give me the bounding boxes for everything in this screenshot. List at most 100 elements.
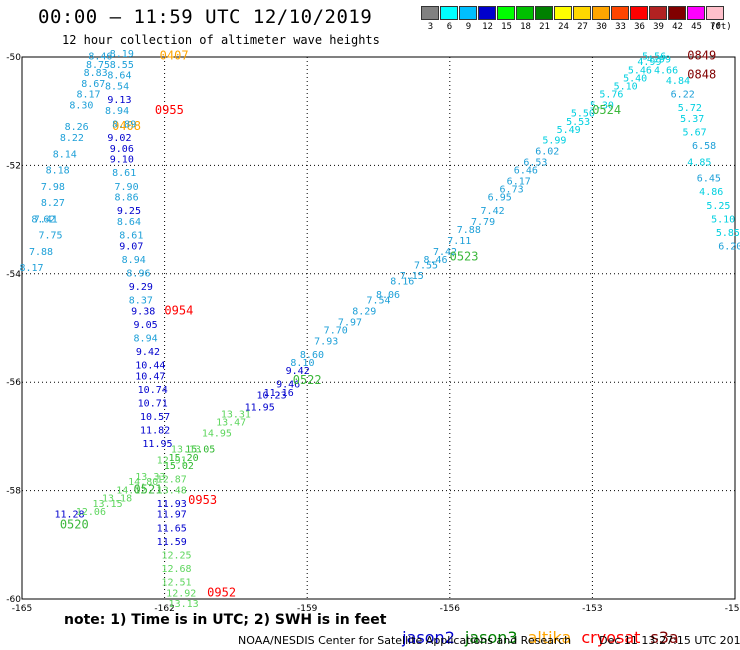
wave-height-point: 7.75	[38, 231, 62, 242]
wave-height-point: 8.22	[60, 133, 84, 144]
wave-height-point: 12.06	[76, 507, 106, 518]
plot-frame	[21, 56, 736, 600]
wave-height-point: 8.86	[115, 193, 139, 204]
wave-height-point: 6.95	[488, 193, 512, 204]
wave-height-point: 7.42	[481, 206, 505, 217]
wave-height-point: 10.23	[256, 390, 286, 401]
wave-height-point: 9.13	[107, 95, 131, 106]
wave-height-point: 5.76	[599, 90, 623, 101]
colorbar-swatch	[535, 6, 553, 20]
wave-height-point: 8.75	[86, 60, 110, 71]
pass-time-label: 0523	[450, 249, 479, 263]
wave-height-point: 7.90	[115, 182, 139, 193]
colorbar-label: 21	[539, 22, 550, 32]
wave-height-point: 5.37	[680, 114, 704, 125]
wave-height-point: 8.17	[76, 90, 100, 101]
y-tick-label: -58	[6, 487, 21, 497]
wave-height-point: 12.25	[161, 550, 191, 561]
x-tick-label: -162	[154, 604, 174, 614]
x-tick-label: -150	[725, 604, 740, 614]
colorbar-label: 33	[615, 22, 626, 32]
pass-time-label: 0524	[592, 103, 621, 117]
wave-height-point: 6.73	[500, 185, 524, 196]
colorbar-swatch	[421, 6, 439, 20]
wave-height-point: 5.25	[706, 201, 730, 212]
wave-height-point: 7.88	[29, 247, 53, 258]
legend-jason3: jason3	[464, 628, 518, 647]
wave-height-point: 8.37	[129, 296, 153, 307]
colorbar-swatch	[687, 6, 705, 20]
x-tick-label: -156	[440, 604, 461, 614]
pass-time-label: 0522	[293, 373, 322, 387]
wave-height-point: 11.82	[140, 426, 170, 437]
chart-subtitle: 12 hour collection of altimeter wave hei…	[62, 33, 380, 47]
colorbar-swatch	[497, 6, 515, 20]
wave-height-point: 11.95	[245, 402, 275, 413]
wave-height-point: 9.25	[117, 206, 141, 217]
pass-time-label: 0407	[160, 49, 189, 63]
wave-height-point: 15.05	[185, 445, 215, 456]
wave-height-point: 4.86	[699, 187, 723, 198]
colorbar-swatch	[611, 6, 629, 20]
wave-height-point: 8.67	[81, 79, 105, 90]
wave-height-point: 8.55	[110, 60, 134, 71]
colorbar-labels: 3 6 9 12 15 18 21 24 27 30 33 36 39 42 45 70	[421, 22, 725, 32]
pass-time-label: 0520	[60, 518, 89, 532]
wave-height-point: 13.18	[102, 493, 132, 504]
wave-height-point: 7.88	[457, 225, 481, 236]
wave-height-point: 8.17	[19, 263, 43, 274]
wave-height-point: 5.85	[716, 228, 740, 239]
colorbar-swatch	[630, 6, 648, 20]
wave-height-point: 13.13	[171, 445, 201, 456]
pass-time-label: 0849	[687, 49, 716, 63]
wave-height-point: 5.40	[623, 73, 647, 84]
wave-height-point: 4.99	[637, 57, 661, 68]
colorbar-label: 39	[653, 22, 664, 32]
wave-height-point: 8.19	[110, 49, 134, 60]
wave-height-point: 9.10	[110, 155, 134, 166]
footer-credit: NOAA/NESDIS Center for Satellite Applica…	[238, 634, 572, 647]
colorbar-swatch	[440, 6, 458, 20]
wave-height-point: 8.83	[84, 68, 108, 79]
wave-height-point: 8.46	[423, 255, 447, 266]
wave-height-point: 10.57	[140, 412, 170, 423]
wave-height-point: 8.94	[134, 334, 158, 345]
colorbar-swatch	[516, 6, 534, 20]
wave-height-point: 9.46	[276, 380, 300, 391]
wave-height-point: 10.44	[135, 361, 165, 372]
colorbar-label: 3	[427, 22, 434, 32]
wave-height-point: 7.42	[433, 247, 457, 258]
wave-height-point: 9.38	[131, 306, 155, 317]
wave-height-point: 5.10	[614, 82, 638, 93]
colorbar-label: 6	[446, 22, 453, 32]
colorbar-label: 45	[691, 22, 702, 32]
wave-height-point: 8.29	[352, 306, 376, 317]
colorbar-label: 27	[577, 22, 588, 32]
wave-height-point: 11.59	[157, 537, 187, 548]
legend-altika: altika	[527, 628, 572, 647]
wave-height-point: 13.15	[93, 499, 123, 510]
pass-time-label: 0954	[164, 303, 193, 317]
wave-height-point: 8.64	[117, 217, 141, 228]
wave-height-point: 9.06	[110, 144, 134, 155]
colorbar-label: 42	[672, 22, 683, 32]
colorbar-swatch	[573, 6, 591, 20]
wave-height-point: 12.91	[157, 456, 187, 467]
wave-height-point: 8.94	[105, 106, 129, 117]
wave-height-point: 8.94	[122, 255, 146, 266]
wave-height-point: 8.14	[53, 149, 77, 160]
colorbar-label: 15	[501, 22, 512, 32]
wave-height-point: 4.85	[687, 157, 711, 168]
pass-time-label: 0848	[687, 68, 716, 82]
y-tick-label: -56	[6, 378, 21, 388]
wave-height-point: 8.10	[290, 358, 314, 369]
wave-height-point: 9.07	[119, 241, 143, 252]
x-tick-label: -159	[297, 604, 318, 614]
wave-height-point: 13.13	[169, 599, 199, 610]
footnote: note: 1) Time is in UTC; 2) SWH is in fe…	[64, 612, 387, 628]
wave-height-point: 12.87	[157, 474, 187, 485]
colorbar-swatch	[478, 6, 496, 20]
wave-height-point: 9.29	[129, 282, 153, 293]
colorbar-swatch	[668, 6, 686, 20]
pass-time-label: 0953	[188, 493, 217, 507]
